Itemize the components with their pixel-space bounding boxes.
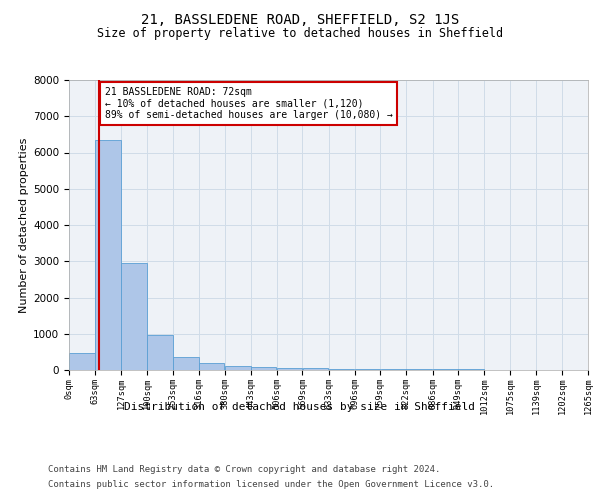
- Bar: [251, 366, 277, 370]
- Bar: [147, 335, 173, 370]
- Bar: [406, 369, 432, 370]
- Text: Distribution of detached houses by size in Sheffield: Distribution of detached houses by size …: [125, 402, 476, 412]
- Bar: [69, 352, 95, 370]
- Y-axis label: Number of detached properties: Number of detached properties: [19, 138, 29, 312]
- Bar: [329, 368, 355, 370]
- Text: Contains public sector information licensed under the Open Government Licence v3: Contains public sector information licen…: [48, 480, 494, 489]
- Bar: [302, 368, 328, 370]
- Text: Size of property relative to detached houses in Sheffield: Size of property relative to detached ho…: [97, 28, 503, 40]
- Bar: [199, 364, 224, 370]
- Bar: [173, 356, 199, 370]
- Bar: [225, 366, 251, 370]
- Text: 21, BASSLEDENE ROAD, SHEFFIELD, S2 1JS: 21, BASSLEDENE ROAD, SHEFFIELD, S2 1JS: [141, 12, 459, 26]
- Text: 21 BASSLEDENE ROAD: 72sqm
← 10% of detached houses are smaller (1,120)
89% of se: 21 BASSLEDENE ROAD: 72sqm ← 10% of detac…: [104, 86, 392, 120]
- Text: Contains HM Land Registry data © Crown copyright and database right 2024.: Contains HM Land Registry data © Crown c…: [48, 465, 440, 474]
- Bar: [95, 140, 121, 370]
- Bar: [380, 369, 406, 370]
- Bar: [355, 369, 380, 370]
- Bar: [277, 368, 302, 370]
- Bar: [121, 263, 147, 370]
